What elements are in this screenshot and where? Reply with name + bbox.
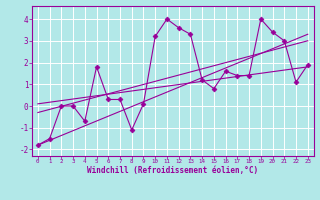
- X-axis label: Windchill (Refroidissement éolien,°C): Windchill (Refroidissement éolien,°C): [87, 166, 258, 175]
